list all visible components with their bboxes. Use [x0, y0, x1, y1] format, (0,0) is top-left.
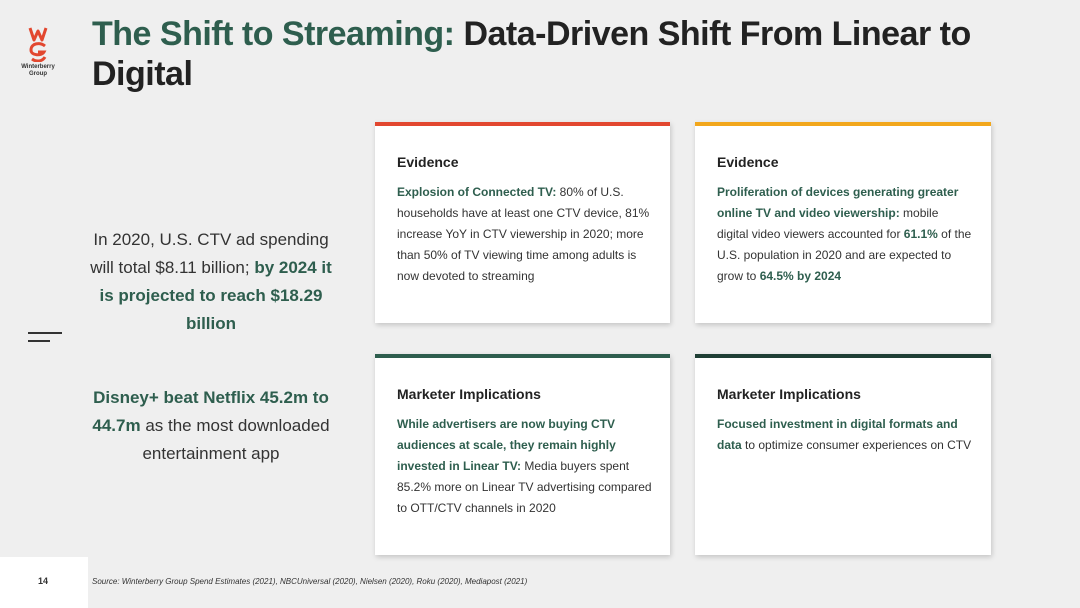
card-evidence-devices: Evidence Proliferation of devices genera…	[695, 122, 991, 323]
card-body-bold: While advertisers are now buying CTV aud…	[397, 417, 616, 473]
card-body-text: 80% of U.S. households have at least one…	[397, 185, 650, 283]
page-number: 14	[38, 576, 49, 586]
card-body-bold: 64.5% by 2024	[759, 269, 842, 283]
card-implications-digital: Marketer Implications Focused investment…	[695, 354, 991, 555]
card-accent-bar	[375, 122, 670, 126]
card-heading: Evidence	[397, 154, 459, 170]
card-body-bold: 61.1%	[903, 227, 938, 241]
divider-dash-top	[28, 332, 62, 334]
card-body: While advertisers are now buying CTV aud…	[397, 414, 652, 519]
card-body-text: Media buyers spent 85.2% more on Linear …	[397, 459, 652, 515]
footer-box	[0, 557, 88, 608]
card-body-text: of the U.S. population in 2020 and are e…	[717, 227, 972, 283]
winterberry-logo: Winterberry Group	[16, 26, 60, 86]
card-accent-bar	[375, 354, 670, 358]
card-heading: Marketer Implications	[717, 386, 861, 402]
card-heading: Evidence	[717, 154, 779, 170]
stat-disney-netflix: Disney+ beat Netflix 45.2m to 44.7m as t…	[82, 384, 340, 468]
card-body-text: mobile digital video viewers accounted f…	[717, 206, 939, 241]
stat-ctv-spending: In 2020, U.S. CTV ad spending will total…	[82, 226, 340, 338]
card-body-bold: Proliferation of devices generating grea…	[717, 185, 959, 220]
stat1-bold: by 2024 it is projected to reach $18.29 …	[99, 258, 332, 333]
card-accent-bar	[695, 354, 991, 358]
card-body-bold: Explosion of Connected TV:	[397, 185, 557, 199]
card-body-bold: Focused investment in digital formats an…	[717, 417, 958, 452]
card-implications-linear: Marketer Implications While advertisers …	[375, 354, 670, 555]
card-evidence-ctv: Evidence Explosion of Connected TV: 80% …	[375, 122, 670, 323]
card-body: Proliferation of devices generating grea…	[717, 182, 973, 287]
stat2-plain: as the most downloaded entertainment app	[140, 416, 330, 463]
stat1-plain: In 2020, U.S. CTV ad spending will total…	[90, 230, 329, 277]
card-accent-bar	[695, 122, 991, 126]
title-rest: Data-Driven Shift From Linear to Digital	[92, 15, 971, 93]
logo-text-line1: Winterberry	[21, 64, 55, 70]
source-note: Source: Winterberry Group Spend Estimate…	[92, 577, 528, 586]
card-body: Explosion of Connected TV: 80% of U.S. h…	[397, 182, 652, 287]
page-title: The Shift to Streaming: Data-Driven Shif…	[92, 14, 992, 94]
title-accent: The Shift to Streaming:	[92, 15, 455, 53]
divider-dash-bottom	[28, 340, 50, 342]
logo-text-line2: Group	[29, 71, 47, 77]
card-body: Focused investment in digital formats an…	[717, 414, 973, 456]
stat2-bold: Disney+ beat Netflix 45.2m to 44.7m	[92, 388, 329, 435]
card-heading: Marketer Implications	[397, 386, 541, 402]
wg-logo-icon	[28, 27, 48, 62]
card-body-text: to optimize consumer experiences on CTV	[741, 438, 972, 452]
